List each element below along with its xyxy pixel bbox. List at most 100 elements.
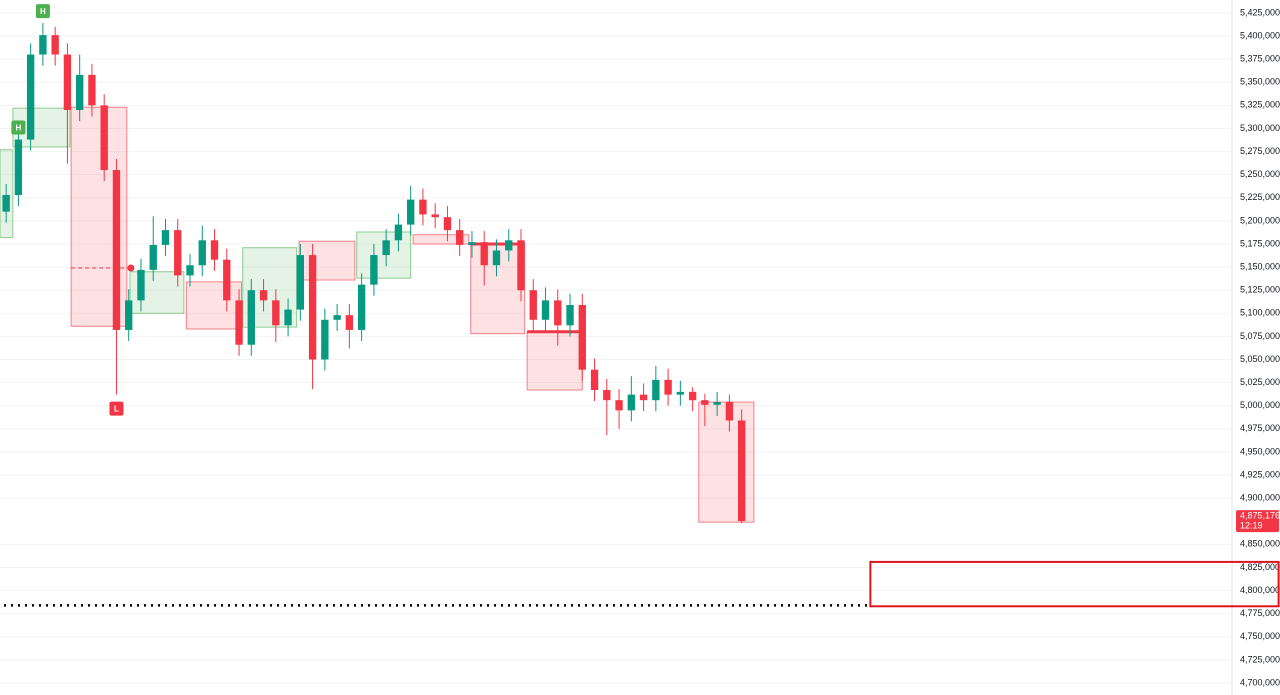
candle-body [725, 402, 734, 421]
candle-body [639, 394, 648, 401]
candle-body [541, 300, 550, 320]
marker-badge [11, 120, 26, 135]
marker-badge [109, 401, 124, 416]
y-tick-label: 4,850,000 [1240, 539, 1280, 549]
price-tag [1236, 510, 1279, 533]
candle-body [713, 402, 721, 405]
candle-body [688, 391, 697, 401]
candle-body [406, 199, 415, 225]
y-tick-label: 5,250,000 [1240, 169, 1280, 179]
candle-body [137, 269, 145, 301]
candle-body [480, 242, 488, 266]
y-tick-label: 4,750,000 [1240, 631, 1280, 641]
marker-label: L [114, 405, 119, 414]
candle-body [112, 170, 121, 330]
y-tick-label: 4,925,000 [1240, 469, 1280, 479]
candle-body [284, 309, 292, 326]
candle-body [566, 304, 574, 326]
candle-body [492, 250, 501, 266]
candle-body [308, 255, 317, 360]
candle-body [394, 224, 403, 241]
candle-body [198, 240, 206, 266]
y-tick-label: 5,425,000 [1240, 7, 1280, 17]
candle-body [210, 240, 219, 260]
candle-body [505, 240, 513, 251]
candle-body [88, 74, 96, 106]
candle-body [701, 400, 709, 405]
candle-body [100, 105, 108, 171]
y-tick-label: 4,950,000 [1240, 446, 1280, 456]
candle-body [676, 391, 685, 395]
candle-body [333, 315, 341, 320]
candle-body [443, 217, 452, 231]
price-tag-value: 4,875,176 [1240, 510, 1280, 520]
y-tick-label: 5,350,000 [1240, 77, 1280, 87]
candle-body [590, 369, 599, 391]
y-tick-label: 5,175,000 [1240, 238, 1280, 248]
candle-body [125, 300, 133, 330]
y-tick-label: 5,400,000 [1240, 30, 1280, 40]
marker-badge [35, 4, 50, 19]
candle-body [615, 400, 623, 411]
y-tick-label: 4,725,000 [1240, 654, 1280, 664]
candle-body [345, 315, 354, 330]
candle-body [26, 54, 35, 140]
candle-body [664, 379, 672, 395]
y-tick-label: 5,150,000 [1240, 261, 1280, 271]
candle-body [186, 265, 194, 276]
candle-body [39, 35, 47, 55]
candle-body [259, 290, 268, 301]
zone [412, 234, 470, 245]
y-tick-label: 4,775,000 [1240, 608, 1280, 618]
candle-body [76, 74, 84, 110]
y-tick-label: 5,375,000 [1240, 54, 1280, 64]
candle-body [517, 240, 525, 291]
candle-body [272, 300, 280, 326]
y-tick-label: 5,000,000 [1240, 400, 1280, 410]
candle-body [357, 284, 366, 330]
candle-body [627, 394, 636, 411]
candle-body [223, 259, 231, 301]
candle-body [578, 304, 586, 370]
marker-label: H [40, 7, 46, 16]
y-tick-label: 4,800,000 [1240, 585, 1280, 595]
y-tick-label: 5,225,000 [1240, 192, 1280, 202]
candle-body [2, 195, 10, 212]
y-tick-label: 5,075,000 [1240, 331, 1280, 341]
candle-body [235, 300, 243, 345]
y-tick-label: 4,825,000 [1240, 562, 1280, 572]
y-tick-label: 5,200,000 [1240, 215, 1280, 225]
y-tick-label: 4,700,000 [1240, 677, 1280, 687]
y-tick-label: 4,900,000 [1240, 493, 1280, 503]
candle-body [370, 255, 378, 285]
candle-body [14, 139, 23, 196]
candle-body [247, 290, 255, 345]
candle-body [529, 290, 537, 320]
y-tick-label: 5,325,000 [1240, 100, 1280, 110]
candle-body [554, 300, 562, 326]
candle-body [51, 35, 59, 55]
zone [526, 331, 583, 391]
zone [185, 281, 242, 330]
y-tick-label: 5,025,000 [1240, 377, 1280, 387]
y-tick-label: 5,100,000 [1240, 308, 1280, 318]
zone-mid-dot [127, 264, 135, 272]
candle-body [737, 420, 746, 522]
candle-body [468, 242, 476, 245]
y-tick-label: 5,275,000 [1240, 146, 1280, 156]
y-tick-label: 4,975,000 [1240, 423, 1280, 433]
y-tick-label: 5,125,000 [1240, 285, 1280, 295]
target-zone [869, 560, 1280, 608]
candle-body [296, 255, 305, 310]
marker-label: H [15, 124, 21, 133]
candle-body [456, 230, 464, 245]
candle-body [382, 240, 390, 256]
candle-body [419, 199, 427, 215]
y-tick-label: 5,050,000 [1240, 354, 1280, 364]
candle-body [321, 319, 329, 360]
candle-body [603, 390, 611, 401]
candle-body [149, 244, 157, 270]
candle-body [431, 214, 439, 218]
